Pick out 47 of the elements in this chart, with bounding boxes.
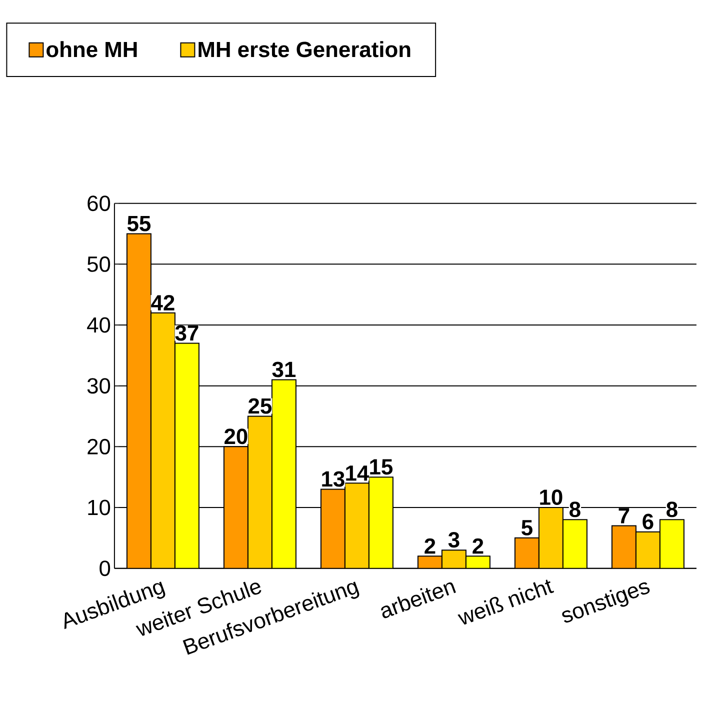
bar (174, 342, 200, 568)
y-tick-label: 50 (87, 256, 110, 272)
y-tick-label: 10 (88, 500, 110, 516)
bar (223, 446, 248, 568)
data-label: 2 (472, 538, 484, 554)
data-label: 6 (642, 514, 654, 530)
bar (562, 519, 588, 568)
data-label: 8 (666, 502, 678, 518)
data-label: 3 (448, 532, 460, 548)
y-tick-label: 40 (87, 317, 110, 333)
bar (247, 416, 272, 568)
bar (150, 312, 176, 568)
data-label: 42 (151, 295, 174, 310)
data-label: 37 (175, 325, 198, 341)
bar (466, 556, 490, 568)
x-tick-label: arbeiten (381, 582, 456, 618)
legend-label: MH erste Generation (198, 41, 410, 58)
bar (320, 488, 346, 568)
data-label: 25 (248, 398, 272, 414)
data-label: 20 (224, 428, 248, 444)
data-label: 31 (272, 362, 296, 378)
y-tick-label: 30 (87, 378, 110, 394)
data-label: 5 (522, 520, 532, 536)
data-label: 13 (322, 471, 344, 487)
data-label: 55 (127, 216, 151, 232)
data-label: 10 (540, 489, 562, 506)
data-label: 7 (618, 508, 630, 524)
data-label: 8 (570, 502, 580, 518)
x-tick-label: weiß nicht (458, 580, 554, 625)
bar (611, 525, 636, 568)
legend-label: ohne MH (46, 41, 137, 58)
y-tick-label: 60 (88, 196, 110, 212)
data-label: 2 (424, 538, 436, 554)
bar (635, 531, 660, 568)
bar (441, 550, 466, 568)
bar (344, 482, 370, 568)
data-label: 15 (370, 459, 393, 475)
bar (126, 233, 152, 568)
bar (418, 556, 442, 568)
bar (538, 507, 564, 568)
bar (271, 379, 296, 568)
bar (368, 476, 394, 568)
bar (659, 519, 684, 568)
y-tick-label: 20 (88, 438, 110, 454)
y-tick-label: 0 (100, 560, 110, 576)
data-label: 14 (346, 466, 370, 481)
bar (514, 537, 540, 568)
